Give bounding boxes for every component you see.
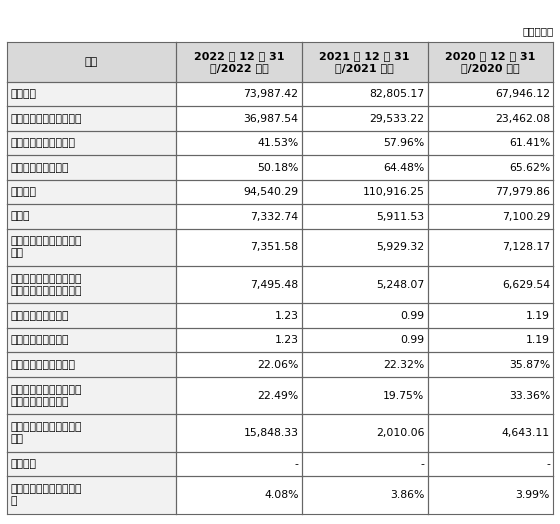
Text: 29,533.22: 29,533.22 <box>369 114 424 124</box>
Text: 加权平均净资产收益率: 加权平均净资产收益率 <box>10 359 75 370</box>
Text: 3.99%: 3.99% <box>516 490 550 500</box>
Text: 2022 年 12 月 31
日/2022 年度: 2022 年 12 月 31 日/2022 年度 <box>194 51 284 73</box>
Text: 7,100.29: 7,100.29 <box>502 212 550 222</box>
Text: 1.19: 1.19 <box>526 311 550 321</box>
Text: 单位：万元: 单位：万元 <box>522 26 553 36</box>
Text: 41.53%: 41.53% <box>258 138 298 148</box>
Text: 基本每股收益（元）: 基本每股收益（元） <box>10 311 68 321</box>
Text: 73,987.42: 73,987.42 <box>244 89 298 99</box>
Text: 7,495.48: 7,495.48 <box>250 280 298 290</box>
Text: 7,332.74: 7,332.74 <box>250 212 298 222</box>
Text: 归属于母公司所有者的净
利润: 归属于母公司所有者的净 利润 <box>10 236 82 258</box>
Text: 4,643.11: 4,643.11 <box>502 428 550 438</box>
Text: 经营活动产生的现金流量
净额: 经营活动产生的现金流量 净额 <box>10 422 82 444</box>
Text: 资产总额: 资产总额 <box>10 89 36 99</box>
Text: 研发投入占营业收入的比
例: 研发投入占营业收入的比 例 <box>10 484 82 506</box>
Text: -: - <box>295 459 298 469</box>
Text: 7,128.17: 7,128.17 <box>502 243 550 253</box>
Text: 94,540.29: 94,540.29 <box>244 187 298 197</box>
Text: 资产负债率（合并）: 资产负债率（合并） <box>10 162 68 172</box>
Text: 2,010.06: 2,010.06 <box>376 428 424 438</box>
Text: 1.19: 1.19 <box>526 335 550 345</box>
Text: 2020 年 12 月 31
日/2020 年度: 2020 年 12 月 31 日/2020 年度 <box>445 51 535 73</box>
Text: 现金分红: 现金分红 <box>10 459 36 469</box>
Text: 67,946.12: 67,946.12 <box>495 89 550 99</box>
Text: 77,979.86: 77,979.86 <box>495 187 550 197</box>
Text: 0.99: 0.99 <box>400 311 424 321</box>
Text: 50.18%: 50.18% <box>257 162 298 172</box>
Text: 19.75%: 19.75% <box>383 390 424 401</box>
Text: 23,462.08: 23,462.08 <box>495 114 550 124</box>
Text: 5,929.32: 5,929.32 <box>376 243 424 253</box>
Text: 33.36%: 33.36% <box>508 390 550 401</box>
Text: 归属于母公司所有者权益: 归属于母公司所有者权益 <box>10 114 82 124</box>
Text: 61.41%: 61.41% <box>508 138 550 148</box>
Text: 资产负债率（母公司）: 资产负债率（母公司） <box>10 138 75 148</box>
Text: 净利润: 净利润 <box>10 212 30 222</box>
Text: 1.23: 1.23 <box>274 335 298 345</box>
Text: 57.96%: 57.96% <box>383 138 424 148</box>
Text: 3.86%: 3.86% <box>390 490 424 500</box>
Text: -: - <box>546 459 550 469</box>
Text: 82,805.17: 82,805.17 <box>369 89 424 99</box>
Text: 36,987.54: 36,987.54 <box>244 114 298 124</box>
Text: 扣除非经常性损益后的加
权平均净资产收益率: 扣除非经常性损益后的加 权平均净资产收益率 <box>10 385 82 407</box>
Text: 22.49%: 22.49% <box>258 390 298 401</box>
Text: 110,916.25: 110,916.25 <box>362 187 424 197</box>
Text: 22.32%: 22.32% <box>383 359 424 370</box>
Text: 1.23: 1.23 <box>274 311 298 321</box>
Text: 稀释每股收益（元）: 稀释每股收益（元） <box>10 335 68 345</box>
Text: 2021 年 12 月 31
日/2021 年度: 2021 年 12 月 31 日/2021 年度 <box>319 51 410 73</box>
Text: 4.08%: 4.08% <box>264 490 298 500</box>
Text: 营业收入: 营业收入 <box>10 187 36 197</box>
Text: 5,248.07: 5,248.07 <box>376 280 424 290</box>
Text: 65.62%: 65.62% <box>508 162 550 172</box>
Text: 22.06%: 22.06% <box>257 359 298 370</box>
Text: 0.99: 0.99 <box>400 335 424 345</box>
Text: 扣除非经常性损益后归属
于母公司所有者的净利润: 扣除非经常性损益后归属 于母公司所有者的净利润 <box>10 274 82 296</box>
Text: -: - <box>421 459 424 469</box>
Text: 64.48%: 64.48% <box>383 162 424 172</box>
Text: 7,351.58: 7,351.58 <box>250 243 298 253</box>
Text: 15,848.33: 15,848.33 <box>244 428 298 438</box>
Text: 5,911.53: 5,911.53 <box>376 212 424 222</box>
Text: 项目: 项目 <box>85 57 98 67</box>
Text: 6,629.54: 6,629.54 <box>502 280 550 290</box>
Text: 35.87%: 35.87% <box>508 359 550 370</box>
